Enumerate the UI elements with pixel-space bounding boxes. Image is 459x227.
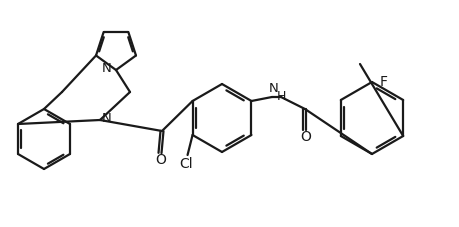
Text: F: F — [379, 75, 387, 89]
Text: O: O — [155, 153, 166, 167]
Text: N: N — [269, 82, 278, 96]
Text: H: H — [276, 89, 285, 103]
Text: N: N — [102, 111, 112, 124]
Text: O: O — [300, 130, 311, 144]
Text: N: N — [102, 62, 112, 76]
Text: Cl: Cl — [179, 157, 193, 171]
